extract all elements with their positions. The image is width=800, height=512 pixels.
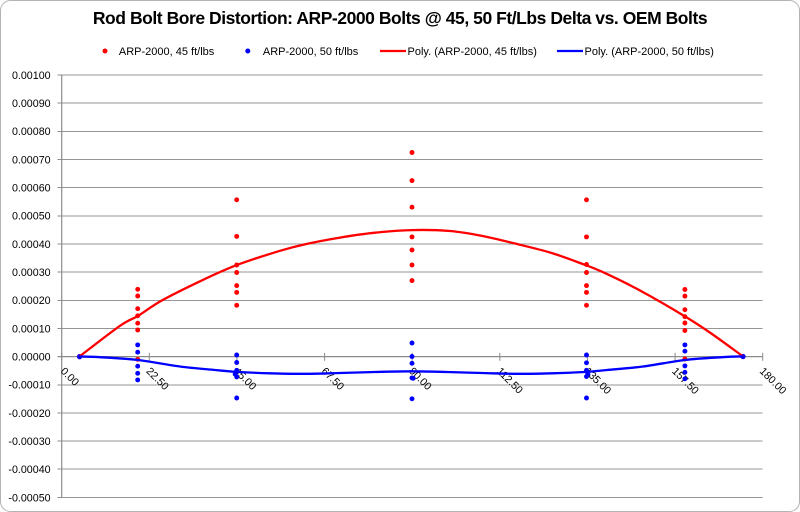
svg-text:0.00000: 0.00000 [12,352,51,364]
svg-text:-0.00020: -0.00020 [8,408,50,420]
svg-text:-0.00030: -0.00030 [8,436,50,448]
svg-text:0.00080: 0.00080 [12,126,51,138]
svg-text:0.00040: 0.00040 [12,239,51,251]
svg-text:ARP-2000, 50 ft/lbs: ARP-2000, 50 ft/lbs [263,46,359,58]
svg-text:Poly. (ARP-2000, 50 ft/lbs): Poly. (ARP-2000, 50 ft/lbs) [585,46,714,58]
svg-text:-0.00010: -0.00010 [8,380,50,392]
svg-text:0.00020: 0.00020 [12,295,51,307]
svg-text:0.00030: 0.00030 [12,267,51,279]
svg-text:0.00100: 0.00100 [12,70,51,82]
svg-text:-0.00050: -0.00050 [8,492,50,504]
svg-text:Rod Bolt Bore Distortion: ARP-: Rod Bolt Bore Distortion: ARP-2000 Bolts… [93,8,708,28]
svg-text:0.00090: 0.00090 [12,98,51,110]
svg-text:ARP-2000, 45 ft/lbs: ARP-2000, 45 ft/lbs [119,46,215,58]
svg-text:0.00070: 0.00070 [12,154,51,166]
svg-text:0.00050: 0.00050 [12,211,51,223]
svg-text:-0.00040: -0.00040 [8,464,50,476]
svg-text:Poly. (ARP-2000, 45 ft/lbs): Poly. (ARP-2000, 45 ft/lbs) [408,46,537,58]
svg-text:0.00010: 0.00010 [12,323,51,335]
svg-text:0.00060: 0.00060 [12,183,51,195]
